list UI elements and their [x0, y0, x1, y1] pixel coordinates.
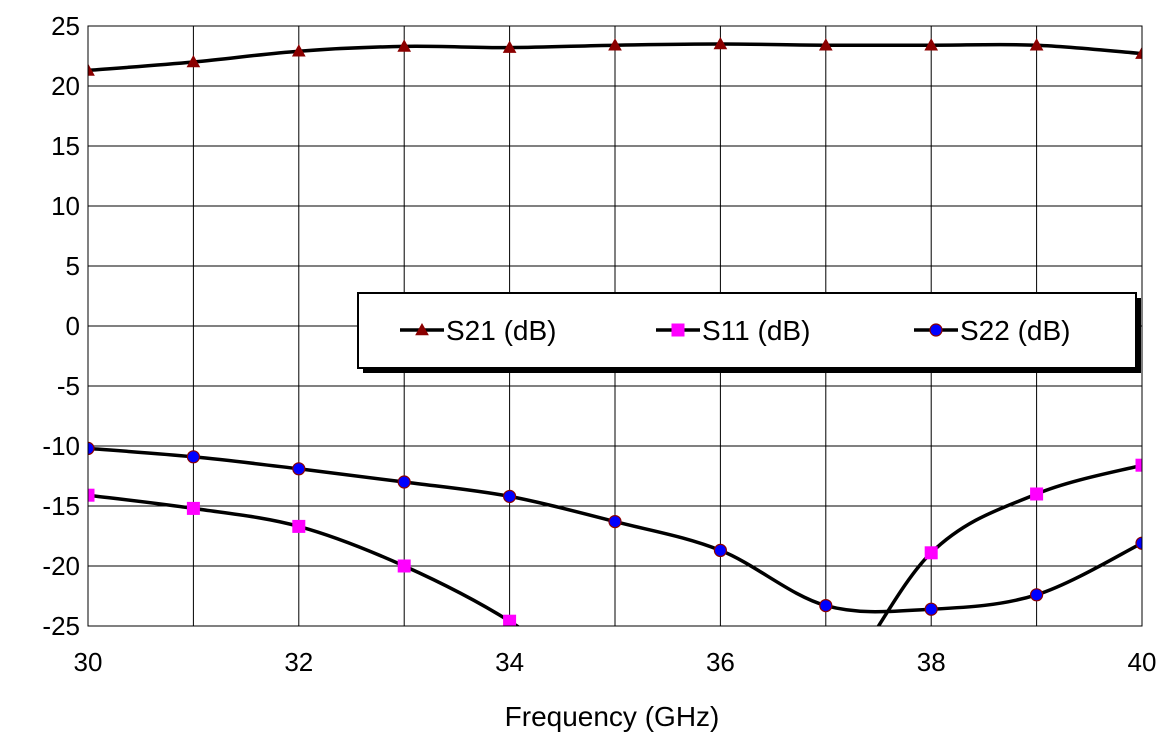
data-point-circle: [88, 441, 95, 455]
legend-item: S22 (dB): [914, 315, 1071, 346]
y-tick-label: -20: [42, 551, 80, 581]
legend-box: [357, 292, 1137, 369]
data-point-triangle: [502, 40, 517, 53]
y-tick-label: 25: [51, 11, 80, 41]
data-point-triangle: [1029, 38, 1044, 51]
data-point-square: [1030, 487, 1044, 501]
data-point-square: [1135, 458, 1142, 472]
tick-labels: 25 20 15 10 5 0 -5 -10 -15 -20 -25 30 32 34 36 38 40: [42, 11, 1156, 677]
data-point-circle: [292, 462, 306, 476]
data-point-triangle: [88, 63, 95, 76]
data-point-circle: [1135, 536, 1142, 550]
data-point-triangle: [397, 39, 412, 52]
legend-marker-triangle: [415, 322, 429, 336]
data-point-circle: [503, 489, 517, 503]
x-tick-label: 30: [74, 647, 103, 677]
data-point-triangle: [713, 36, 728, 50]
x-axis-title: Frequency (GHz): [505, 701, 720, 732]
series-layer: [88, 36, 1142, 626]
data-point-circle: [186, 450, 200, 464]
data-point-triangle: [291, 44, 306, 57]
plot-frame: [87, 25, 1143, 627]
series-line: [88, 463, 1142, 626]
x-tick-label: 34: [495, 647, 524, 677]
legend-item: S21 (dB): [400, 315, 557, 346]
data-point-triangle: [924, 38, 939, 51]
data-point-square: [397, 559, 411, 573]
data-point-circle: [713, 543, 728, 558]
legend-label: S22 (dB): [960, 315, 1071, 346]
data-point-square: [292, 519, 306, 533]
y-tick-label: -5: [57, 371, 80, 401]
data-point-circle: [397, 475, 411, 489]
data-point-circle: [608, 514, 622, 529]
y-tick-label: 20: [51, 71, 80, 101]
series-s21: [88, 36, 1142, 76]
data-point-triangle: [1135, 46, 1142, 59]
legend-marker-circle: [929, 323, 943, 337]
x-tick-label: 32: [284, 647, 313, 677]
data-point-triangle: [818, 38, 833, 51]
y-tick-label: 0: [66, 311, 80, 341]
y-tick-label: -15: [42, 491, 80, 521]
data-point-square: [503, 614, 517, 626]
data-point-circle: [819, 598, 833, 613]
y-tick-label: 10: [51, 191, 80, 221]
legend-label: S21 (dB): [446, 315, 557, 346]
data-point-square: [186, 501, 200, 515]
x-tick-label: 36: [706, 647, 735, 677]
data-point-square: [924, 546, 938, 560]
y-tick-label: 5: [66, 251, 80, 281]
legend-item: S11 (dB): [656, 315, 810, 346]
y-tick-label: -25: [42, 611, 80, 641]
data-point-triangle: [186, 54, 201, 68]
legend-label: S11 (dB): [702, 315, 810, 346]
data-point-circle: [924, 602, 938, 616]
legend-marker-square: [671, 323, 685, 337]
x-tick-label: 40: [1128, 647, 1157, 677]
series-s22: [88, 441, 1142, 616]
data-point-triangle: [608, 38, 622, 51]
data-point-square: [88, 488, 95, 502]
data-point-circle: [1029, 588, 1044, 602]
y-tick-label: -10: [42, 431, 80, 461]
series-s11: [88, 458, 1142, 626]
legend: S21 (dB) S11 (dB) S22 (dB): [357, 292, 1141, 373]
y-tick-label: 15: [51, 131, 80, 161]
x-tick-label: 38: [917, 647, 946, 677]
